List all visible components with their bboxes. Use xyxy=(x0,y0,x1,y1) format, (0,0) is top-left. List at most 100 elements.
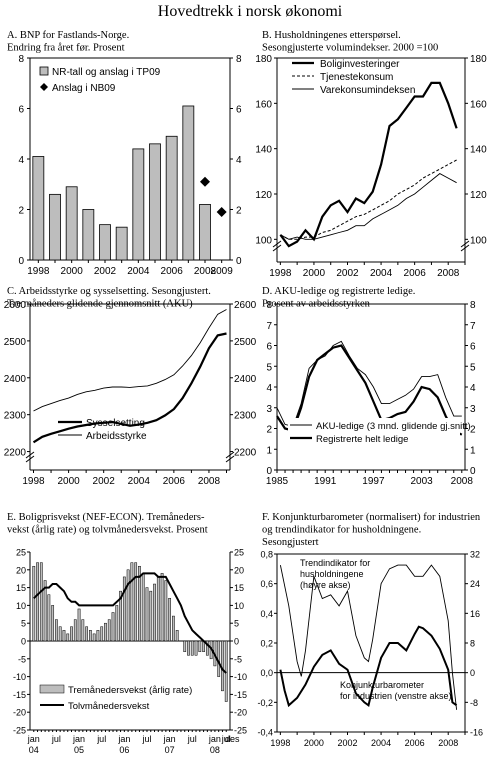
bar xyxy=(85,626,88,642)
bar xyxy=(164,580,168,642)
y-tick-label: 3 xyxy=(266,404,272,415)
y-tick-label-right: 2200 xyxy=(234,448,257,459)
x-tick-label: 2006 xyxy=(161,266,184,277)
bar xyxy=(165,135,178,261)
legend-swatch-diamond xyxy=(40,83,48,91)
x-tick-label: 2009 xyxy=(211,266,234,277)
y-tick-label-right: 5 xyxy=(470,362,476,373)
y-tick-label-right: 140 xyxy=(470,145,487,156)
y-tick-label: -20 xyxy=(13,708,26,718)
x-tick-label: 2004 xyxy=(127,266,150,277)
y-tick-label-right: 0 xyxy=(470,466,476,477)
bar xyxy=(39,562,43,642)
chart-title-line: Endring fra året før. Prosent xyxy=(7,43,125,54)
y-tick-label: 140 xyxy=(255,145,272,156)
y-tick-label-right: 1 xyxy=(470,445,476,456)
chart-title-line: F. Konjunkturbarometer (normalisert) for… xyxy=(262,512,481,523)
y-tick-label: 180 xyxy=(255,54,272,65)
annotation-text: for industrien (venstre akse) xyxy=(340,691,452,701)
x-tick-label: 07 xyxy=(165,745,175,755)
x-tick-label: 1991 xyxy=(314,476,337,487)
y-tick-label: 1 xyxy=(266,445,272,456)
chart-e: E. Boligprisvekst (NEF-ECON). Tremåneder… xyxy=(7,512,247,755)
axis-break-mark xyxy=(225,451,235,459)
bar xyxy=(134,562,138,642)
chart-title-line: C. Arbeidsstyrke og sysselsetting. Seson… xyxy=(7,286,211,297)
bar xyxy=(175,630,179,642)
axis-break-mark xyxy=(460,240,470,248)
series-line xyxy=(276,340,462,427)
bar xyxy=(132,148,145,261)
y-tick-label-right: 15 xyxy=(234,583,244,593)
legend-label: Tolvmånedersvekst xyxy=(68,701,150,712)
y-tick-label-right: 25 xyxy=(234,548,244,558)
legend-swatch-bar xyxy=(39,66,49,76)
axis-break-mark xyxy=(25,451,35,459)
bar xyxy=(182,105,195,261)
legend-label: Varekonsumindeksen xyxy=(320,85,415,96)
bar xyxy=(183,640,187,652)
chart-title-line: B. Husholdningenes etterspørsel. xyxy=(262,30,401,41)
bar xyxy=(119,590,122,642)
legend-label: Sysselsetting xyxy=(86,418,145,429)
y-tick-label-right: 2600 xyxy=(234,300,257,311)
y-tick-label: 5 xyxy=(21,619,26,629)
y-tick-label: 0,6 xyxy=(260,579,273,589)
y-tick-label: 160 xyxy=(255,99,272,110)
y-tick-label-right: 6 xyxy=(470,342,476,353)
y-tick-label: 2300 xyxy=(4,411,27,422)
bar xyxy=(190,640,194,656)
bar xyxy=(130,562,134,642)
series-line xyxy=(279,564,458,710)
x-tick-label: 2008 xyxy=(438,738,458,748)
chart-f: F. Konjunkturbarometer (normalisert) for… xyxy=(257,512,483,748)
axis-break-mark xyxy=(272,244,282,252)
legend-label: NR-tall og anslag i TP09 xyxy=(52,67,161,78)
y-tick-label-right: 8 xyxy=(470,639,475,649)
x-tick-label: jul xyxy=(51,734,61,744)
y-tick-label: 20 xyxy=(16,565,26,575)
y-tick-label: -10 xyxy=(13,672,26,682)
chart-c: C. Arbeidsstyrke og sysselsetting. Seson… xyxy=(4,286,257,487)
axis-break-mark xyxy=(25,455,35,463)
y-tick-label: 25 xyxy=(16,548,26,558)
x-tick-label: 06 xyxy=(119,745,129,755)
legend-label: Boliginvesteringer xyxy=(320,59,400,70)
y-tick-label-right: 180 xyxy=(470,54,487,65)
bar xyxy=(115,226,128,261)
x-tick-label: 2004 xyxy=(128,476,151,487)
y-tick-label-right: 2400 xyxy=(234,374,257,385)
y-tick-label-right: 10 xyxy=(234,601,244,611)
x-tick-label: 2006 xyxy=(163,476,186,487)
x-tick-label: 1998 xyxy=(270,738,290,748)
bar xyxy=(156,576,160,642)
y-tick-label-right: -8 xyxy=(470,698,478,708)
x-tick-label: 2004 xyxy=(371,738,391,748)
y-tick-label: 2600 xyxy=(4,300,27,311)
y-tick-label: 10 xyxy=(16,601,26,611)
y-tick-label: 2 xyxy=(18,206,24,217)
y-tick-label-right: 4 xyxy=(470,383,476,394)
y-tick-label-right: -10 xyxy=(234,672,247,682)
bar xyxy=(82,209,95,261)
y-tick-label-right: 6 xyxy=(236,105,242,116)
x-tick-label: 2008 xyxy=(451,476,474,487)
x-tick-label: 2008 xyxy=(194,266,217,277)
bar xyxy=(168,598,172,642)
bar xyxy=(77,608,81,642)
x-tick-label: 2002 xyxy=(94,266,117,277)
bar xyxy=(115,605,119,642)
y-tick-label-right: -5 xyxy=(234,654,242,664)
bar xyxy=(36,562,39,642)
y-tick-label-right: 0 xyxy=(470,668,475,678)
chart-title-line: D. AKU-ledige og registrerte ledige. xyxy=(262,286,415,297)
y-tick-label: 0,2 xyxy=(260,639,273,649)
legend-label: AKU-ledige (3 mnd. glidende gj.snitt) xyxy=(316,421,471,432)
y-tick-label: 2 xyxy=(266,425,272,436)
bar xyxy=(96,630,100,642)
annotation-text: Konjunkturbarometer xyxy=(340,680,424,690)
x-tick-label: jul xyxy=(96,734,106,744)
chart-title-line: og trendindikator for husholdningene. xyxy=(262,525,421,536)
